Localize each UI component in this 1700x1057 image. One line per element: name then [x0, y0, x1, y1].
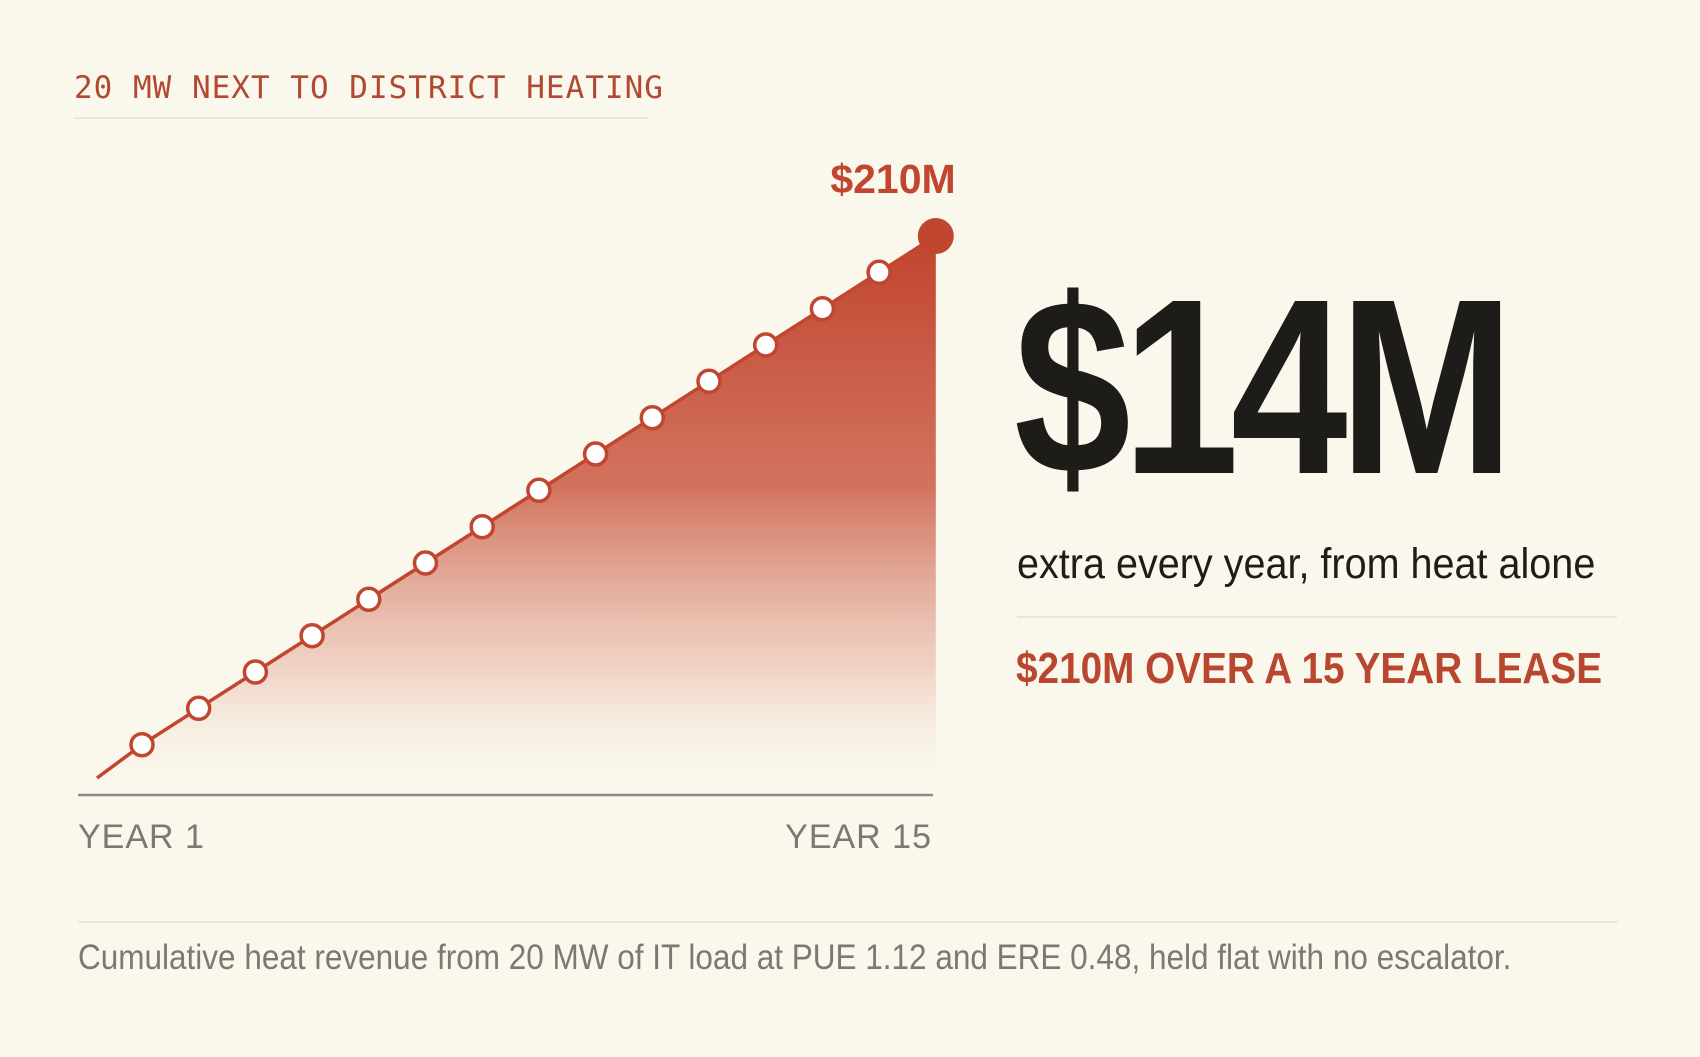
- caption-divider: [78, 921, 1618, 923]
- data-point: [469, 513, 495, 540]
- data-point: [809, 295, 836, 322]
- data-point-final: [917, 218, 954, 254]
- kicker-divider: [74, 117, 648, 119]
- annual-revenue-subtitle: extra every year, from heat alone: [1017, 540, 1596, 588]
- headline-divider: [1017, 616, 1617, 618]
- data-point: [752, 332, 779, 358]
- data-point: [242, 659, 269, 685]
- data-point: [412, 550, 439, 576]
- chart-marks-layer: [95, 218, 954, 780]
- chart-caption: Cumulative heat revenue from 20 MW of IT…: [78, 938, 1512, 977]
- data-point: [696, 368, 722, 395]
- data-point: [582, 441, 609, 467]
- chart-area-layer: [97, 236, 936, 795]
- data-point: [866, 259, 892, 286]
- data-point: [526, 477, 552, 504]
- x-tick-label-start: YEAR 1: [78, 818, 205, 856]
- data-point: [356, 586, 382, 613]
- data-point: [129, 731, 155, 758]
- data-point: [299, 622, 325, 649]
- cumulative-revenue-chart: YEAR 1 YEAR 15 $210M: [78, 156, 956, 856]
- chart-kicker: 20 MW NEXT TO DISTRICT HEATING: [74, 70, 664, 106]
- x-tick-label-end: YEAR 15: [785, 818, 932, 856]
- lease-total: $210M OVER A 15 YEAR LEASE: [1016, 644, 1603, 693]
- series-line: [95, 234, 937, 780]
- data-point: [185, 695, 212, 722]
- end-value-label: $210M: [830, 156, 955, 202]
- annual-revenue-amount: $14M: [1014, 247, 1514, 526]
- data-point: [639, 404, 666, 431]
- cumulative-area: [97, 236, 936, 795]
